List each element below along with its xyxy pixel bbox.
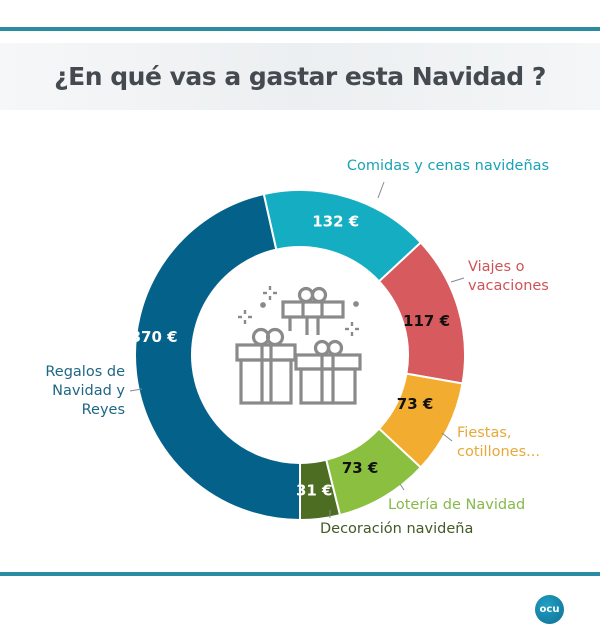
leader-line <box>377 181 385 199</box>
category-label: Decoración navideña <box>320 521 473 537</box>
category-label-line: Comidas y cenas navideñas <box>347 158 549 174</box>
gifts-icon <box>235 286 362 405</box>
ocu-logo: ocu <box>535 595 564 624</box>
category-label: Fiestas, cotillones... <box>457 425 540 460</box>
value-label: 73 € <box>397 395 434 413</box>
value-label: 370 € <box>131 328 178 346</box>
leader-line <box>441 432 453 442</box>
top-divider <box>0 27 600 31</box>
category-label-line: Regalos de <box>45 364 125 380</box>
category-label-line: Fiestas, <box>457 425 512 441</box>
category-label-line: cotillones... <box>457 444 540 460</box>
leader-line <box>129 388 143 392</box>
value-label: 73 € <box>342 459 379 477</box>
category-label-line: Viajes o <box>468 259 525 275</box>
logo-text: ocu <box>539 604 560 615</box>
category-label-line: Navidad y <box>52 383 125 399</box>
category-label: Lotería de Navidad <box>388 497 525 513</box>
category-label-line: vacaciones <box>468 278 549 294</box>
category-label: Regalos de Navidad y Reyes <box>45 364 125 418</box>
leader-line <box>399 483 405 491</box>
category-label: Comidas y cenas navideñas <box>347 158 549 174</box>
category-label-line: Decoración navideña <box>320 521 473 537</box>
donut-slice-1 <box>134 192 301 522</box>
value-label: 132 € <box>312 213 359 231</box>
value-label: 117 € <box>403 312 450 330</box>
category-label-line: Reyes <box>82 402 125 418</box>
bottom-divider <box>0 572 600 576</box>
category-label-line: Lotería de Navidad <box>388 497 525 513</box>
donut-slice-6 <box>299 458 342 522</box>
leader-line <box>450 277 465 283</box>
title-band: ¿En qué vas a gastar esta Navidad ? <box>0 43 600 110</box>
category-label: Viajes o vacaciones <box>468 259 549 294</box>
page-title: ¿En qué vas a gastar esta Navidad ? <box>54 62 546 91</box>
value-label: 31 € <box>296 481 333 499</box>
